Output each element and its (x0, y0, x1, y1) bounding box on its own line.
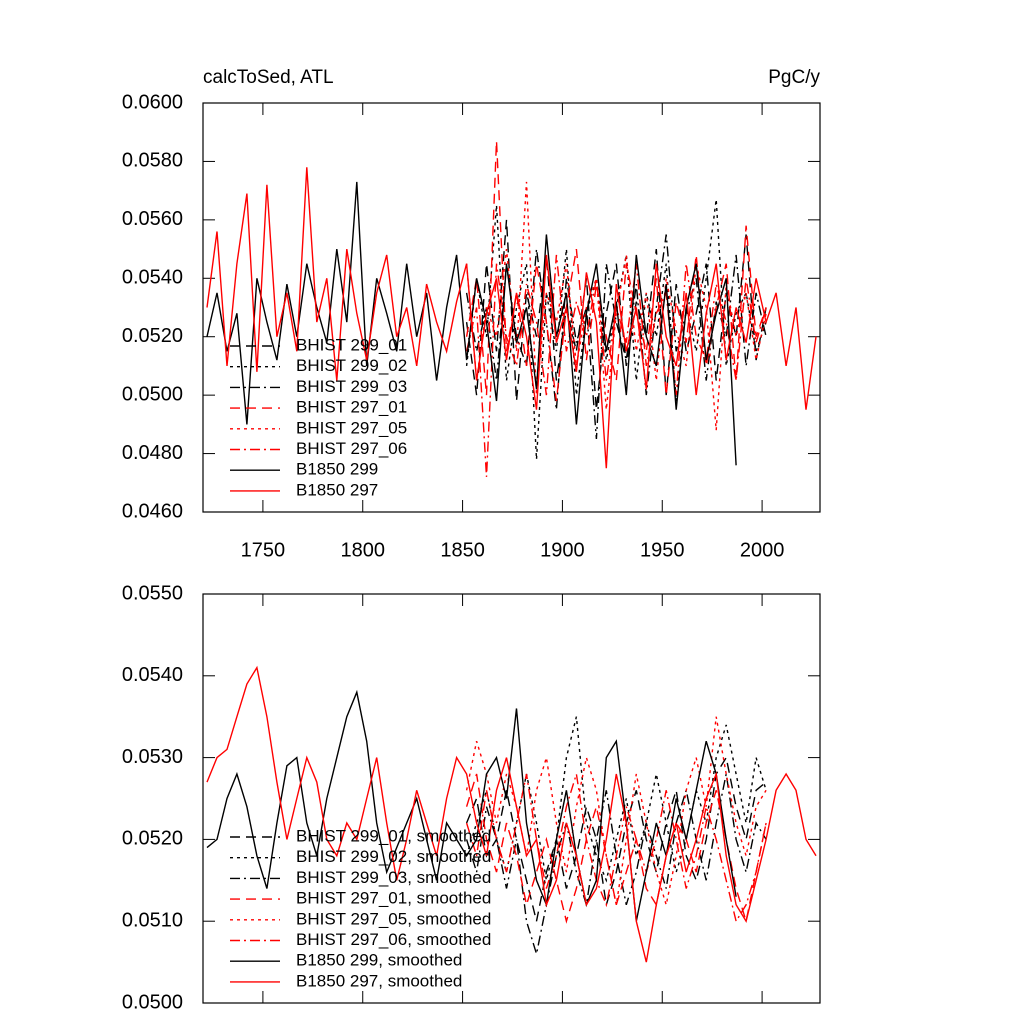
series-line (465, 219, 767, 410)
series-line (465, 140, 767, 402)
y-tick-label: 0.0540 (122, 664, 183, 686)
units-label: PgC/y (768, 67, 820, 88)
chart-title: calcToSed, ATL (203, 67, 334, 88)
legend-label: BHIST 297_06 (296, 439, 407, 458)
legend-label: BHIST 299_01 (296, 335, 407, 354)
x-tick-label: 1900 (540, 539, 585, 561)
legend-label: BHIST 299_03 (296, 377, 407, 396)
y-tick-label: 0.0460 (122, 500, 183, 522)
legend-label: BHIST 299_03, smoothed (296, 868, 491, 887)
x-tick-label: 1850 (440, 539, 485, 561)
legend-label: B1850 297, smoothed (296, 971, 462, 990)
series-line (206, 665, 817, 963)
x-tick-label: 1800 (340, 539, 385, 561)
y-tick-label: 0.0510 (122, 909, 183, 931)
y-tick-label: 0.0600 (122, 91, 183, 113)
series-line (465, 716, 767, 883)
y-tick-label: 0.0480 (122, 442, 183, 464)
legend-label: BHIST 297_06, smoothed (296, 930, 491, 949)
x-tick-label: 2000 (740, 539, 785, 561)
y-tick-label: 0.0580 (122, 150, 183, 172)
series-line (465, 773, 767, 924)
y-tick-label: 0.0550 (122, 582, 183, 604)
y-tick-label: 0.0560 (122, 208, 183, 230)
y-tick-label: 0.0520 (122, 325, 183, 347)
series-line (465, 773, 767, 955)
legend-label: BHIST 297_05, smoothed (296, 909, 491, 928)
legend-label: BHIST 299_01, smoothed (296, 826, 491, 845)
legend-label: BHIST 297_05 (296, 418, 407, 437)
plot-frame (202, 102, 821, 513)
series-line (465, 234, 767, 440)
x-tick-label: 1950 (640, 539, 685, 561)
series-line (465, 773, 767, 924)
y-tick-label: 0.0500 (122, 383, 183, 405)
x-tick-label: 1750 (241, 539, 286, 561)
y-tick-label: 0.0500 (122, 991, 183, 1013)
legend-label: B1850 299, smoothed (296, 951, 462, 970)
legend-label: B1850 299 (296, 460, 378, 479)
legend-label: BHIST 297_01 (296, 398, 407, 417)
legend-label: BHIST 299_02, smoothed (296, 847, 491, 866)
y-tick-label: 0.0540 (122, 267, 183, 289)
legend-label: B1850 297 (296, 480, 378, 499)
legend-label: BHIST 297_01, smoothed (296, 889, 491, 908)
legend-label: BHIST 299_02 (296, 356, 407, 375)
series-line (206, 689, 737, 922)
plot-frame (202, 593, 821, 1004)
y-tick-label: 0.0530 (122, 746, 183, 768)
series-line (206, 167, 817, 469)
y-tick-label: 0.0520 (122, 828, 183, 850)
